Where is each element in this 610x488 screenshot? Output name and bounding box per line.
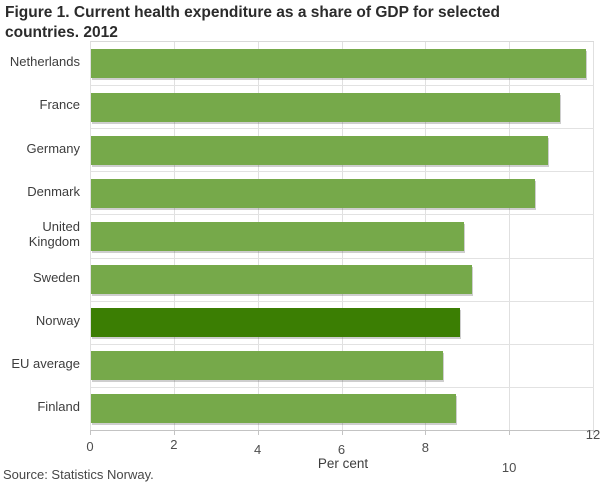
category-label-finland: Finland (37, 399, 80, 415)
bar-norway[interactable] (91, 308, 460, 338)
bar-row-denmark (91, 171, 594, 214)
bar-row-france (91, 85, 594, 128)
category-label-eu-average: EU average (11, 356, 80, 372)
bar-united-kingdom[interactable] (91, 221, 465, 251)
bar-row-finland (91, 386, 594, 430)
tick-mark-8 (425, 430, 427, 435)
plot-area (90, 41, 594, 431)
tick-mark-10 (509, 430, 511, 435)
category-label-norway: Norway (35, 312, 80, 328)
category-axis: Netherlands France Germany Denmark United Ki… (0, 41, 85, 429)
bar-row-netherlands (91, 42, 594, 85)
tick-label-8: 8 (421, 440, 429, 455)
bar-germany[interactable] (91, 135, 548, 165)
x-axis-title: Per cent (317, 456, 369, 471)
source-note: Source: Statistics Norway. (3, 467, 154, 482)
tick-label-2: 2 (170, 437, 178, 452)
category-label-united-kingdom: United Kingdom (28, 219, 80, 249)
gridline-10 (509, 42, 511, 430)
bar-row-eu-average (91, 343, 594, 387)
chart-title: Figure 1. Current health expenditure as … (5, 4, 500, 41)
bars-layer (91, 42, 594, 430)
tick-label-4: 4 (254, 442, 262, 457)
tick-mark-4 (257, 430, 259, 435)
bar-row-sweden (91, 257, 594, 301)
tick-mark-2 (173, 430, 175, 435)
gridline-12 (593, 42, 594, 430)
tick-label-10: 10 (501, 460, 517, 475)
category-label-germany: Germany (26, 140, 80, 156)
category-label-sweden: Sweden (33, 269, 80, 285)
bar-netherlands[interactable] (91, 49, 586, 79)
bar-france[interactable] (91, 92, 561, 122)
tick-mark-12 (593, 430, 594, 435)
tick-mark-0 (90, 430, 91, 435)
bar-row-germany (91, 128, 594, 171)
tick-label-6: 6 (337, 442, 346, 457)
tick-mark-6 (341, 430, 343, 435)
bar-finland[interactable] (91, 394, 456, 424)
tick-label-0: 0 (86, 439, 94, 454)
bar-denmark[interactable] (91, 178, 536, 208)
bar-row-united-kingdom (91, 214, 594, 257)
category-label-netherlands: Netherlands (9, 54, 80, 70)
category-label-denmark: Denmark (27, 183, 80, 199)
bar-eu-average[interactable] (91, 351, 444, 381)
bar-sweden[interactable] (91, 265, 473, 295)
bar-row-norway (91, 300, 594, 344)
category-label-france: France (39, 97, 80, 113)
